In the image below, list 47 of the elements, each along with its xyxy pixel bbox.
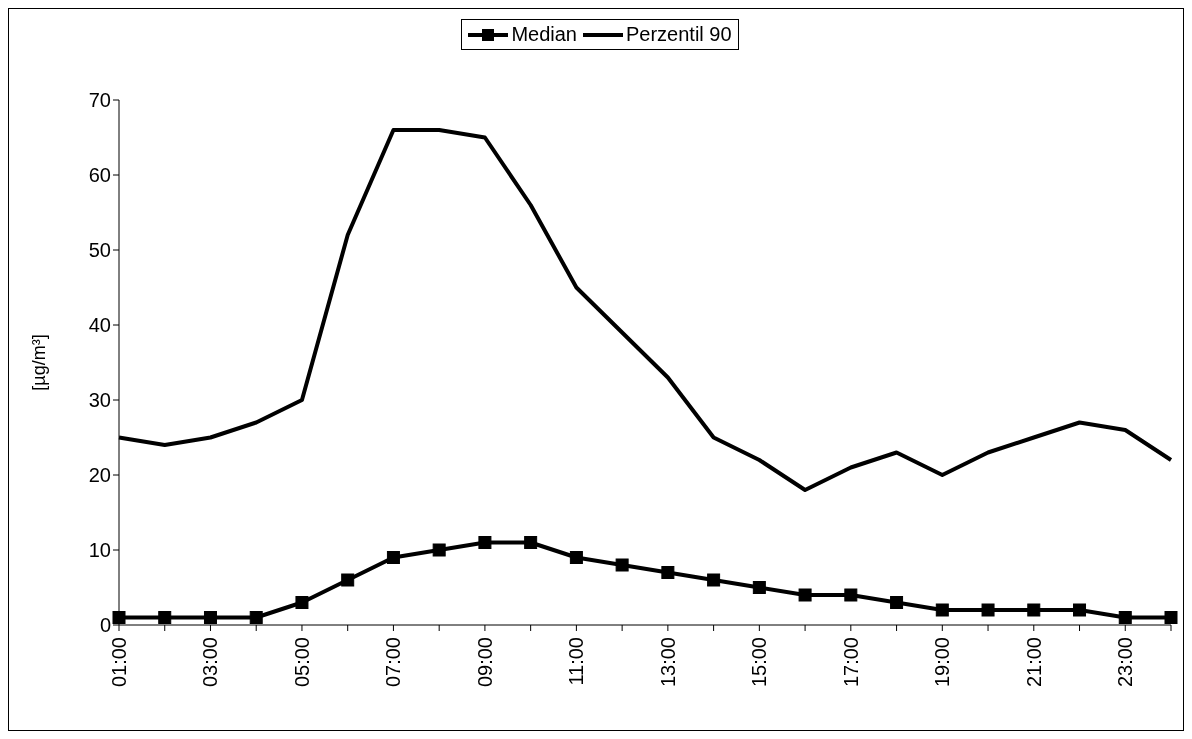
y-tick-label: 60	[88, 164, 111, 187]
point	[752, 581, 766, 594]
point	[112, 611, 126, 624]
point	[661, 566, 675, 579]
x-tick-label: 19:00	[931, 637, 954, 688]
point	[1164, 611, 1178, 624]
point	[386, 551, 400, 564]
point	[295, 596, 309, 609]
y-axis-title: [µg/m³]	[29, 334, 50, 391]
point	[569, 551, 583, 564]
y-tick-label: 10	[88, 539, 111, 562]
point	[707, 573, 721, 587]
x-tick-label: 05:00	[290, 637, 313, 688]
point	[432, 543, 446, 557]
y-tick-label: 50	[88, 239, 111, 262]
x-tick-label: 09:00	[473, 637, 496, 688]
x-tick-label: 01:00	[108, 637, 130, 688]
x-tick-label: 23:00	[1114, 637, 1137, 688]
point	[798, 588, 812, 602]
x-tick-label: 11:00	[565, 637, 588, 686]
x-tick-label: 13:00	[656, 637, 679, 688]
x-tick-label: 21:00	[1022, 637, 1045, 688]
point	[478, 536, 492, 549]
x-tick-label: 03:00	[199, 637, 222, 688]
x-tick-label: 07:00	[382, 637, 405, 688]
y-tick-label: 40	[88, 314, 111, 337]
point	[935, 603, 949, 617]
point	[249, 611, 263, 624]
point	[1118, 611, 1132, 624]
point	[203, 611, 217, 624]
point	[615, 558, 629, 572]
y-tick-label: 0	[99, 614, 111, 637]
point	[1027, 603, 1041, 617]
legend-label: Median	[511, 23, 577, 46]
y-tick-label: 30	[88, 389, 111, 412]
x-tick-label: 17:00	[839, 637, 862, 688]
point	[890, 596, 904, 609]
point	[524, 536, 538, 549]
point	[844, 588, 858, 602]
point	[1073, 603, 1087, 617]
point	[981, 603, 995, 617]
x-tick-label: 15:00	[748, 637, 771, 688]
point	[158, 611, 172, 624]
y-tick-label: 20	[88, 464, 111, 487]
y-tick-label: 70	[88, 89, 111, 112]
legend-label: Perzentil 90	[625, 23, 732, 46]
point	[341, 573, 355, 587]
